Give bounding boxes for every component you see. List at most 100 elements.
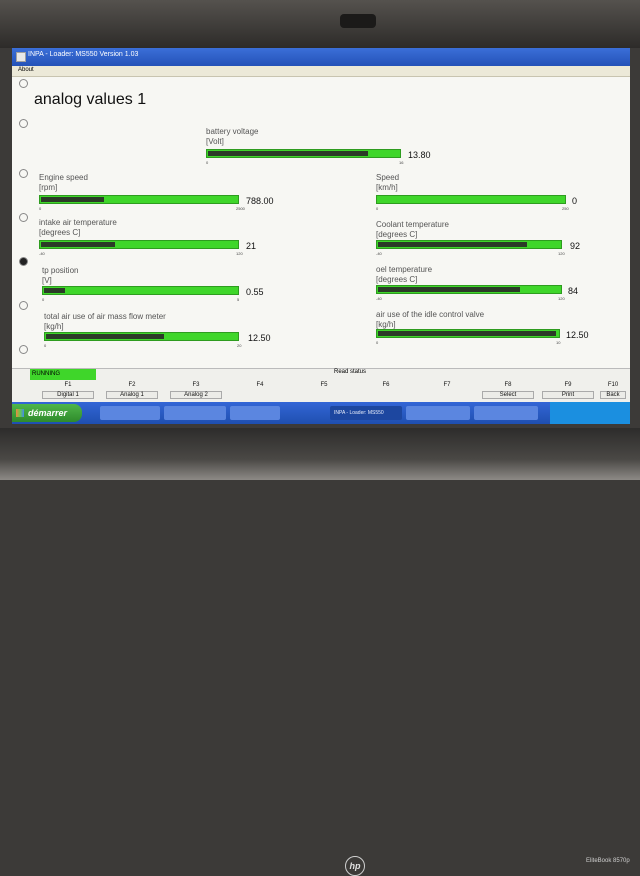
fkey-f3[interactable]: F3 Analog 2 <box>166 381 226 403</box>
taskbar-item[interactable] <box>406 406 470 420</box>
window-titlebar[interactable]: INPA - Loader: MS550 Version 1.03 <box>12 48 630 66</box>
gauge-label: air use of the idle control valve <box>376 310 485 319</box>
gauge-min: 0 <box>206 160 209 165</box>
function-key-bar: RUNNING Read status F1 Digital 1 F2 Analog… <box>12 368 630 403</box>
gauge-unit: [rpm] <box>39 183 58 192</box>
gauge-min: 0 <box>44 343 47 348</box>
fkey-f1[interactable]: F1 Digital 1 <box>38 381 98 403</box>
windows-flag-icon <box>16 409 24 417</box>
gauge-min: -40 <box>376 251 382 256</box>
gauge-value: 788.00 <box>246 196 274 206</box>
gauge-min: -40 <box>376 296 382 301</box>
gauge-min: 0 <box>42 297 45 302</box>
side-radio[interactable] <box>19 301 28 310</box>
menu-about[interactable]: About <box>18 67 34 73</box>
taskbar-item[interactable] <box>100 406 160 420</box>
gauge-fill <box>378 287 520 292</box>
gauge-fill <box>41 242 116 247</box>
fkey-f5[interactable]: F5 <box>294 381 354 403</box>
gauge-value: 92 <box>570 241 581 251</box>
gauge-max: 120 <box>558 296 565 301</box>
gauge-label: tp position <box>42 266 79 275</box>
gauge-label: oel temperature <box>376 265 433 274</box>
gauge-label: battery voltage <box>206 127 259 136</box>
fkey-label: Digital 1 <box>42 391 94 399</box>
taskbar-item[interactable] <box>164 406 226 420</box>
fkey-f10[interactable]: F10 Back <box>596 381 630 403</box>
webcam <box>340 14 376 28</box>
gauge-max: 120 <box>236 251 243 256</box>
gauge-max: 250 <box>562 206 569 211</box>
gauge-unit: [degrees C] <box>39 228 81 237</box>
taskbar: démarrer INPA - Loader: MS550 <box>12 402 630 424</box>
fkey-number: F6 <box>382 382 390 388</box>
taskbar-item[interactable] <box>474 406 538 420</box>
side-radio[interactable] <box>19 79 28 88</box>
gauge-label: total air use of air mass flow meter <box>44 312 166 321</box>
gauge-label: Coolant temperature <box>376 220 449 229</box>
fkey-f2[interactable]: F2 Analog 1 <box>102 381 162 403</box>
gauge-fill <box>46 334 165 339</box>
fkey-f8[interactable]: F8 Select <box>478 381 538 403</box>
start-label: démarrer <box>28 408 68 418</box>
main-content: analog values 1 battery voltage [Volt] 0… <box>12 77 630 368</box>
gauge-max: 16 <box>399 160 404 165</box>
gauge-bar <box>42 286 239 295</box>
gauge-bar <box>44 332 239 341</box>
fkey-f6[interactable]: F6 <box>356 381 416 403</box>
fkey-number: F3 <box>192 382 200 388</box>
gauge-unit: [kg/h] <box>44 322 64 331</box>
gauge-value: 13.80 <box>408 150 431 160</box>
fkey-number: F9 <box>564 382 572 388</box>
fkey-f4[interactable]: F4 <box>230 381 290 403</box>
side-radio[interactable] <box>19 169 28 178</box>
fkey-label: Print <box>542 391 594 399</box>
system-tray[interactable] <box>550 402 630 424</box>
fkey-label: Back <box>600 391 626 399</box>
side-radio[interactable] <box>19 213 28 222</box>
gauge-label: Engine speed <box>39 173 88 182</box>
fkey-number: F10 <box>607 382 619 388</box>
fkey-label: Analog 2 <box>170 391 222 399</box>
fkey-number: F7 <box>443 382 451 388</box>
laptop-model-label: EliteBook 8570p <box>586 858 630 864</box>
gauge-unit: [V] <box>42 276 52 285</box>
page-title: analog values 1 <box>34 91 147 108</box>
side-radio[interactable] <box>19 345 28 354</box>
gauge-max: 10 <box>556 340 561 345</box>
gauge-value: 84 <box>568 286 579 296</box>
fkey-number: F8 <box>504 382 512 388</box>
gauge-unit: [km/h] <box>376 183 398 192</box>
side-radio[interactable] <box>19 119 28 128</box>
side-radio-selected[interactable] <box>19 257 28 266</box>
start-button[interactable]: démarrer <box>12 404 82 422</box>
running-indicator: RUNNING <box>30 369 96 380</box>
gauge-fill <box>41 197 104 202</box>
read-status-label: Read status <box>334 369 367 375</box>
screen: INPA - Loader: MS550 Version 1.03 About … <box>12 48 630 424</box>
gauge-value: 0.55 <box>246 287 264 297</box>
fkey-label: Analog 1 <box>106 391 158 399</box>
gauge-fill <box>208 151 369 156</box>
gauge-min: 0 <box>376 340 379 345</box>
gauge-bar <box>39 240 239 249</box>
fkey-f9[interactable]: F9 Print <box>538 381 598 403</box>
gauge-value: 0 <box>572 196 578 206</box>
gauge-min: 0 <box>376 206 379 211</box>
gauge-min: -40 <box>39 251 45 256</box>
gauge-fill <box>378 331 557 336</box>
fkey-number: F5 <box>320 382 328 388</box>
gauge-bar <box>206 149 401 158</box>
gauge-bar <box>376 285 562 294</box>
gauge-label: intake air temperature <box>39 218 117 227</box>
gauge-bar <box>376 329 560 338</box>
fkey-number: F1 <box>64 382 72 388</box>
gauge-max: 120 <box>558 251 565 256</box>
taskbar-item-active[interactable]: INPA - Loader: MS550 <box>330 406 402 420</box>
fkey-f7[interactable]: F7 <box>417 381 477 403</box>
gauge-bar <box>376 240 562 249</box>
gauge-unit: [degrees C] <box>376 275 418 284</box>
gauge-unit: [kg/h] <box>376 320 396 329</box>
menubar: About <box>12 66 630 77</box>
taskbar-item[interactable] <box>230 406 280 420</box>
